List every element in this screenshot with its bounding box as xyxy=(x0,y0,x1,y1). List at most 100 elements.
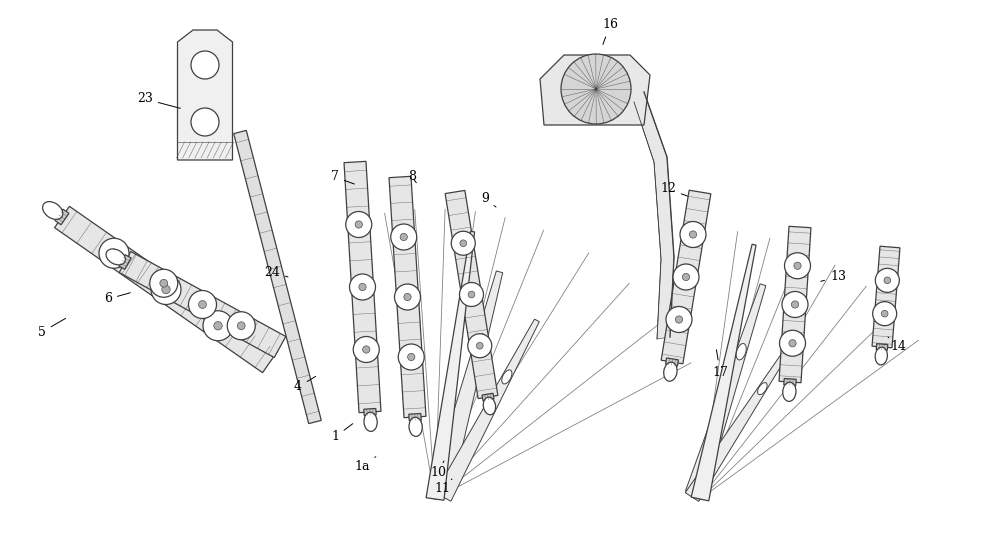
Circle shape xyxy=(350,274,376,300)
Circle shape xyxy=(468,291,475,298)
Ellipse shape xyxy=(664,362,677,381)
Circle shape xyxy=(160,280,168,287)
Circle shape xyxy=(875,269,899,292)
Polygon shape xyxy=(661,190,711,364)
Ellipse shape xyxy=(475,334,486,352)
Ellipse shape xyxy=(106,249,125,265)
Circle shape xyxy=(404,293,411,301)
Circle shape xyxy=(237,322,245,330)
Ellipse shape xyxy=(736,344,746,360)
Text: 11: 11 xyxy=(434,479,452,496)
Text: 13: 13 xyxy=(821,271,846,283)
Text: 6: 6 xyxy=(104,293,130,306)
Circle shape xyxy=(400,234,407,241)
Polygon shape xyxy=(426,231,475,501)
Polygon shape xyxy=(435,319,539,501)
Circle shape xyxy=(675,316,683,323)
Circle shape xyxy=(353,336,379,363)
Polygon shape xyxy=(634,92,674,339)
Circle shape xyxy=(151,275,181,305)
Circle shape xyxy=(673,264,699,290)
Circle shape xyxy=(408,353,415,360)
Ellipse shape xyxy=(483,397,496,415)
Circle shape xyxy=(191,51,219,79)
Circle shape xyxy=(99,238,129,268)
Text: 8: 8 xyxy=(408,171,416,183)
Circle shape xyxy=(398,344,424,370)
Circle shape xyxy=(666,306,692,333)
Text: 5: 5 xyxy=(38,318,66,339)
Circle shape xyxy=(363,346,370,353)
Text: 9: 9 xyxy=(481,193,496,207)
Polygon shape xyxy=(409,414,421,421)
Circle shape xyxy=(881,310,888,317)
Circle shape xyxy=(451,231,475,255)
Text: 16: 16 xyxy=(602,19,618,44)
Polygon shape xyxy=(445,190,498,399)
Polygon shape xyxy=(876,344,888,350)
Text: 7: 7 xyxy=(331,171,354,184)
Circle shape xyxy=(884,277,891,284)
Polygon shape xyxy=(119,252,286,358)
Ellipse shape xyxy=(875,347,887,365)
Text: 14: 14 xyxy=(888,337,906,353)
Text: 4: 4 xyxy=(294,376,316,393)
Circle shape xyxy=(359,283,366,290)
Text: 23: 23 xyxy=(137,92,180,108)
Text: 24: 24 xyxy=(264,265,288,278)
Circle shape xyxy=(791,301,799,308)
Circle shape xyxy=(203,311,233,341)
Polygon shape xyxy=(389,176,426,418)
Circle shape xyxy=(780,330,806,356)
Circle shape xyxy=(682,274,690,281)
Polygon shape xyxy=(364,409,376,416)
Text: 1: 1 xyxy=(331,424,353,444)
Circle shape xyxy=(214,322,222,330)
Circle shape xyxy=(784,253,810,279)
Circle shape xyxy=(394,284,420,310)
Polygon shape xyxy=(685,284,766,497)
Ellipse shape xyxy=(783,382,796,401)
Polygon shape xyxy=(779,226,811,383)
Polygon shape xyxy=(429,271,503,497)
Text: 12: 12 xyxy=(660,183,687,196)
Polygon shape xyxy=(55,210,69,225)
Text: 10: 10 xyxy=(430,461,446,479)
Circle shape xyxy=(162,286,170,294)
Circle shape xyxy=(150,269,178,297)
Circle shape xyxy=(689,231,697,238)
Circle shape xyxy=(476,342,483,349)
Ellipse shape xyxy=(364,412,377,432)
Polygon shape xyxy=(55,206,277,373)
Circle shape xyxy=(346,212,372,237)
Circle shape xyxy=(188,290,216,318)
Circle shape xyxy=(355,221,362,228)
Polygon shape xyxy=(666,358,678,366)
Circle shape xyxy=(110,249,118,258)
Circle shape xyxy=(680,222,706,247)
Ellipse shape xyxy=(409,417,422,437)
Polygon shape xyxy=(540,55,650,125)
Circle shape xyxy=(561,54,631,124)
Polygon shape xyxy=(344,161,381,412)
Circle shape xyxy=(199,301,206,309)
Polygon shape xyxy=(234,130,321,423)
Polygon shape xyxy=(482,393,494,401)
Text: 17: 17 xyxy=(712,350,728,379)
Circle shape xyxy=(191,108,219,136)
Text: 1a: 1a xyxy=(354,457,376,474)
Polygon shape xyxy=(784,379,796,386)
Polygon shape xyxy=(872,246,900,348)
Polygon shape xyxy=(119,255,131,269)
Circle shape xyxy=(873,301,897,325)
Circle shape xyxy=(468,334,492,358)
Circle shape xyxy=(460,240,467,247)
Polygon shape xyxy=(691,245,756,501)
Circle shape xyxy=(782,292,808,317)
Circle shape xyxy=(460,282,484,306)
Circle shape xyxy=(789,340,796,347)
Ellipse shape xyxy=(502,370,512,384)
Circle shape xyxy=(794,262,801,269)
Circle shape xyxy=(227,312,255,340)
Polygon shape xyxy=(178,30,232,160)
